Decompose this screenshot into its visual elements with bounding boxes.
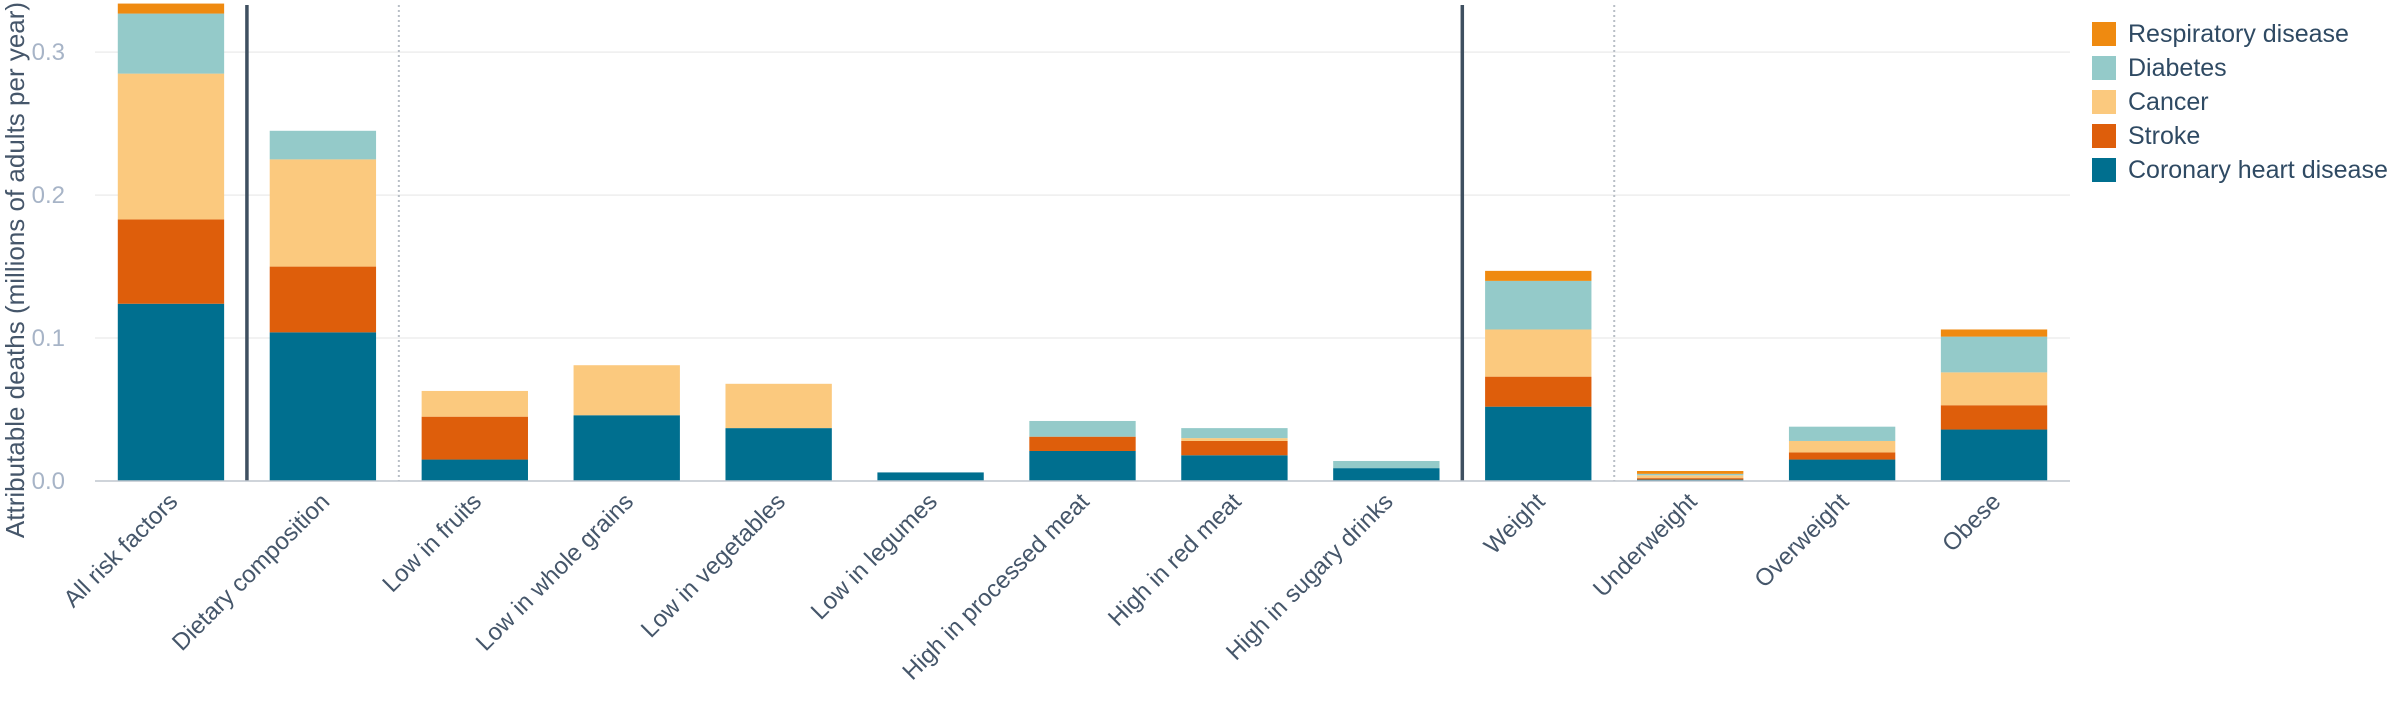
x-tick-label: Obese (1937, 488, 2006, 557)
y-axis-ticks: 0.0 0.1 0.2 0.3 (32, 39, 65, 495)
x-tick-label: Low in vegetables (636, 488, 791, 643)
bar-segment-cancer (725, 383, 832, 429)
y-tick-label: 0.2 (32, 182, 65, 209)
x-tick-label: Underweight (1588, 488, 1703, 603)
bar-segment-diabetes (269, 130, 377, 160)
legend-swatch (2092, 158, 2116, 182)
bar-segment-cancer (117, 73, 225, 220)
bar-segment-coronary-heart-disease (877, 472, 984, 481)
bar-segment-coronary-heart-disease (269, 332, 377, 481)
bar-segment-diabetes (1940, 336, 2048, 373)
bar-segment-coronary-heart-disease (1333, 468, 1440, 481)
legend-swatch (2092, 56, 2116, 80)
bar-segment-diabetes (1637, 473, 1744, 476)
bar-segment-diabetes (1333, 460, 1440, 469)
bar-segment-diabetes (1485, 280, 1592, 330)
bar-segment-cancer (1181, 438, 1288, 441)
bar-segment-stroke (1029, 436, 1136, 451)
bar-segment-coronary-heart-disease (573, 415, 680, 481)
legend-swatch (2092, 90, 2116, 114)
bar-segment-stroke (1637, 478, 1744, 480)
x-tick-label: Low in legumes (806, 488, 943, 625)
bar-segment-cancer (1485, 329, 1592, 377)
x-tick-label: High in sugary drinks (1221, 488, 1399, 666)
legend: Respiratory disease Diabetes Cancer Stroke C… (2092, 20, 2388, 184)
bar-segment-respiratory-disease (1940, 329, 2048, 337)
bar-stack-high-in-sugary-drinks (1333, 460, 1440, 481)
bar-stack-obese (1940, 329, 2048, 481)
legend-label: Respiratory disease (2128, 20, 2349, 48)
bar-segment-diabetes (1029, 420, 1136, 437)
bar-stack-all-risk-factors (117, 3, 225, 481)
bars (117, 3, 2048, 481)
bar-segment-stroke (1788, 452, 1896, 460)
legend-swatch (2092, 22, 2116, 46)
bar-segment-diabetes (117, 13, 225, 74)
bar-stack-weight (1485, 270, 1592, 481)
bar-segment-diabetes (1788, 426, 1896, 441)
bar-stack-dietary-composition (269, 130, 377, 481)
bar-segment-coronary-heart-disease (117, 303, 225, 481)
bar-segment-cancer (269, 159, 377, 267)
y-tick-label: 0.1 (32, 325, 65, 352)
bar-stack-high-in-red-meat (1181, 428, 1288, 481)
bar-stack-high-in-processed-meat (1029, 420, 1136, 481)
legend-item-diabetes[interactable]: Diabetes (2092, 54, 2227, 82)
bar-segment-coronary-heart-disease (1940, 429, 2048, 481)
bar-segment-respiratory-disease (1485, 270, 1592, 281)
x-tick-label: Low in fruits (377, 488, 487, 598)
bar-stack-low-in-vegetables (725, 383, 832, 481)
x-tick-label: Overweight (1749, 488, 1854, 593)
legend-item-stroke[interactable]: Stroke (2092, 122, 2200, 150)
bar-segment-coronary-heart-disease (421, 459, 528, 481)
legend-label: Stroke (2128, 122, 2200, 150)
bar-segment-diabetes (1181, 428, 1288, 439)
bar-segment-cancer (421, 390, 528, 417)
y-tick-label: 0.0 (32, 468, 65, 495)
bar-segment-coronary-heart-disease (1788, 459, 1896, 481)
gridlines (95, 51, 2070, 339)
legend-item-coronary-heart-disease[interactable]: Coronary heart disease (2092, 156, 2388, 184)
bar-segment-stroke (421, 416, 528, 460)
bar-segment-respiratory-disease (1637, 470, 1744, 474)
bar-stack-underweight (1637, 470, 1744, 481)
bar-segment-stroke (1485, 376, 1592, 407)
group-separators (245, 5, 1616, 481)
bar-stack-overweight (1788, 426, 1896, 481)
legend-label: Coronary heart disease (2128, 156, 2388, 184)
bar-segment-cancer (1788, 440, 1896, 453)
legend-swatch (2092, 124, 2116, 148)
bar-segment-coronary-heart-disease (1485, 406, 1592, 481)
x-tick-label: Low in whole grains (471, 488, 639, 656)
bar-segment-stroke (1940, 405, 2048, 430)
bar-segment-respiratory-disease (117, 3, 225, 14)
bar-segment-coronary-heart-disease (1181, 455, 1288, 481)
y-axis-title: Attributable deaths (millions of adults … (0, 2, 30, 538)
bar-segment-stroke (1181, 440, 1288, 456)
bar-segment-coronary-heart-disease (1029, 450, 1136, 481)
bar-segment-cancer (573, 365, 680, 416)
bar-segment-cancer (1637, 475, 1744, 479)
legend-label: Cancer (2128, 88, 2209, 116)
x-tick-label: Weight (1479, 488, 1551, 560)
bar-segment-cancer (1940, 372, 2048, 406)
bar-stack-low-in-legumes (877, 472, 984, 481)
x-tick-label: Dietary composition (167, 488, 335, 656)
bar-stack-low-in-whole-grains (573, 365, 680, 481)
bar-segment-stroke (117, 219, 225, 304)
bar-segment-stroke (269, 266, 377, 333)
bar-segment-coronary-heart-disease (725, 428, 832, 481)
x-tick-label: High in red meat (1103, 488, 1247, 632)
legend-item-respiratory-disease[interactable]: Respiratory disease (2092, 20, 2349, 48)
legend-label: Diabetes (2128, 54, 2227, 82)
x-tick-label: All risk factors (58, 488, 183, 613)
bar-stack-low-in-fruits (421, 390, 528, 481)
y-tick-label: 0.3 (32, 39, 65, 66)
legend-item-cancer[interactable]: Cancer (2092, 88, 2209, 116)
